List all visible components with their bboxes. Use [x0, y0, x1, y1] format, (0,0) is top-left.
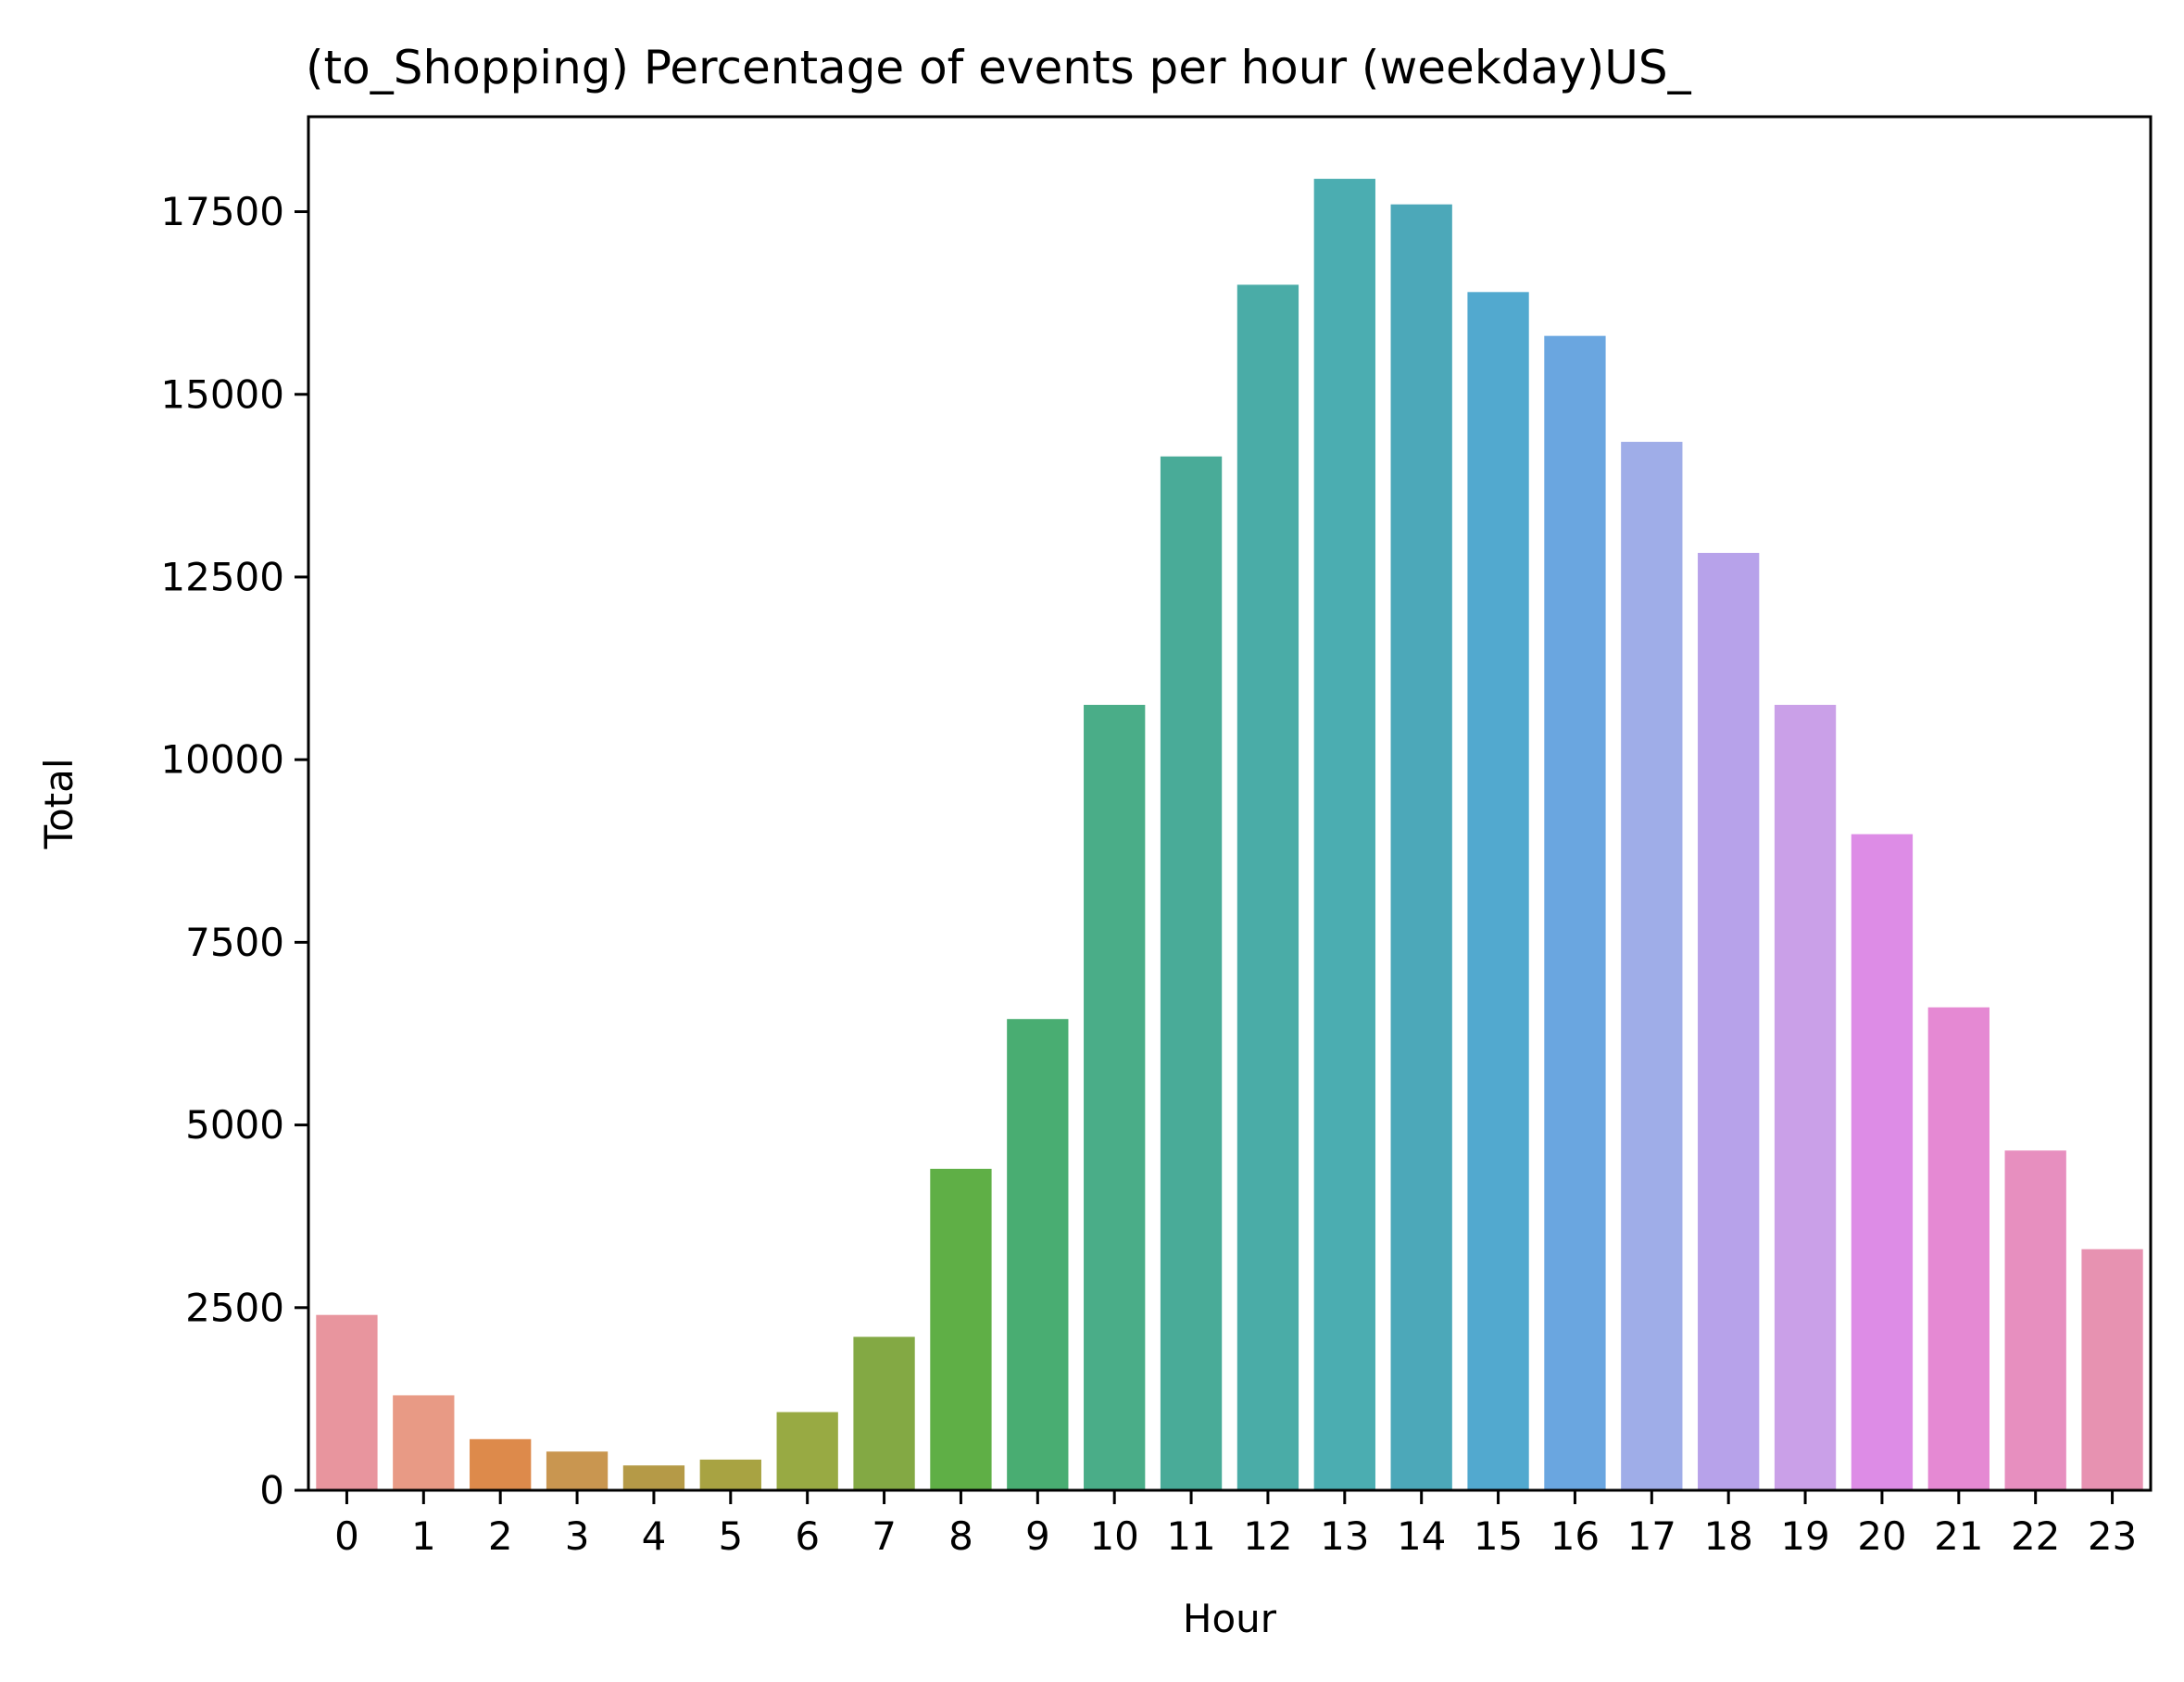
bar-hour-19 [1774, 705, 1837, 1490]
x-tick-label: 21 [1934, 1513, 1983, 1559]
bar-hour-9 [1007, 1019, 1069, 1490]
bar-hour-5 [699, 1459, 761, 1490]
x-tick-label: 17 [1627, 1513, 1676, 1559]
x-axis-label: Hour [1183, 1596, 1277, 1641]
y-tick-label: 2500 [185, 1285, 284, 1330]
y-tick-label: 15000 [160, 371, 284, 417]
x-tick-label: 20 [1857, 1513, 1906, 1559]
x-tick-label: 8 [948, 1513, 973, 1559]
x-tick-label: 16 [1550, 1513, 1600, 1559]
bar-hour-16 [1544, 335, 1606, 1490]
bar-hour-10 [1084, 705, 1146, 1490]
x-tick-label: 0 [334, 1513, 359, 1559]
x-tick-label: 10 [1089, 1513, 1138, 1559]
y-axis: 0 2500 5000 7500 10000 12500 15000 17500 [160, 189, 308, 1513]
bar-hour-22 [2004, 1150, 2066, 1490]
x-tick-label: 15 [1474, 1513, 1523, 1559]
x-tick-label: 9 [1025, 1513, 1050, 1559]
bar-hour-3 [546, 1451, 609, 1490]
bar-hour-7 [853, 1337, 915, 1490]
y-tick-label: 12500 [160, 554, 284, 599]
bar-hour-18 [1698, 552, 1760, 1490]
y-tick-label: 17500 [160, 189, 284, 234]
bar-hour-0 [316, 1314, 378, 1490]
x-tick-label: 5 [718, 1513, 743, 1559]
plot-frame [307, 115, 2153, 1492]
bar-hour-1 [393, 1395, 455, 1490]
bars-group [316, 179, 2143, 1491]
bar-hour-15 [1467, 292, 1529, 1491]
bar-hour-20 [1851, 834, 1914, 1490]
bar-hour-17 [1621, 442, 1683, 1490]
bar-hour-8 [930, 1168, 992, 1490]
chart-title: (to_Shopping) Percentage of events per h… [306, 41, 1692, 94]
y-tick-label: 5000 [185, 1102, 284, 1148]
x-tick-label: 2 [488, 1513, 513, 1559]
x-tick-label: 23 [2088, 1513, 2137, 1559]
x-tick-label: 14 [1397, 1513, 1446, 1559]
y-axis-label: Total [36, 758, 82, 849]
x-tick-label: 7 [872, 1513, 897, 1559]
x-tick-label: 1 [411, 1513, 436, 1559]
x-tick-label: 13 [1320, 1513, 1369, 1559]
y-tick-label: 0 [259, 1468, 284, 1513]
x-tick-label: 11 [1166, 1513, 1215, 1559]
x-tick-label: 18 [1703, 1513, 1752, 1559]
bar-hour-21 [1927, 1007, 1989, 1490]
bar-hour-2 [470, 1438, 532, 1490]
x-tick-label: 19 [1780, 1513, 1829, 1559]
x-axis: 0 1 2 3 4 5 6 7 8 9 10 11 12 13 14 15 16 17 18 19 20 21 22 23 [334, 1490, 2137, 1559]
bar-hour-14 [1390, 204, 1452, 1491]
x-tick-label: 22 [2011, 1513, 2060, 1559]
bar-hour-4 [622, 1465, 685, 1490]
y-tick-label: 7500 [185, 920, 284, 965]
bar-hour-6 [776, 1412, 838, 1490]
x-tick-label: 6 [795, 1513, 820, 1559]
bar-hour-13 [1313, 179, 1375, 1490]
y-tick-label: 10000 [160, 737, 284, 783]
bar-hour-11 [1160, 456, 1223, 1490]
bar-hour-23 [2081, 1249, 2143, 1490]
x-tick-label: 12 [1243, 1513, 1292, 1559]
bar-hour-12 [1236, 284, 1299, 1490]
x-tick-label: 3 [565, 1513, 590, 1559]
x-tick-label: 4 [642, 1513, 667, 1559]
